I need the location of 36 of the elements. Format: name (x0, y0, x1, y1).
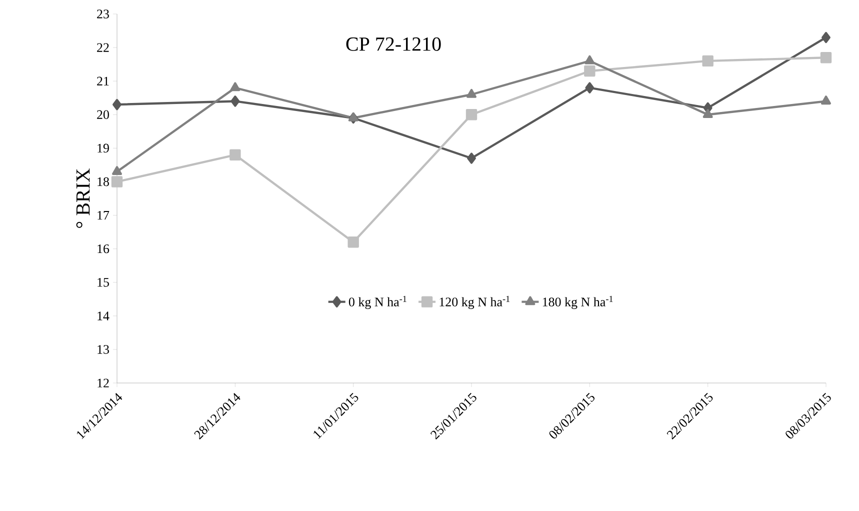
point (230, 82, 240, 92)
point (585, 82, 594, 94)
point (230, 149, 241, 160)
y-tick-label: 16 (98, 244, 110, 254)
point (821, 96, 832, 105)
point (820, 52, 832, 64)
y-tick-label: 21 (97, 76, 109, 86)
y-tick-label: 23 (97, 10, 109, 18)
y-tick-label: 18 (98, 177, 109, 186)
point (702, 109, 713, 118)
point (702, 55, 714, 67)
y-tick-label: 13 (98, 345, 109, 354)
point (466, 109, 478, 120)
y-tick-label: 14 (98, 312, 110, 320)
point (584, 65, 596, 77)
y-tick-label: 15 (98, 278, 109, 287)
point (822, 32, 830, 44)
y-tick-label: 12 (98, 378, 109, 388)
legend-label: 120 kg N ha$^{-1}$ (440, 296, 510, 310)
y-tick-label: 17 (98, 210, 110, 220)
y-axis-title: ° BRIX (76, 168, 90, 228)
legend-label: 0 kg N ha$^{-1}$ (348, 296, 406, 310)
point (348, 112, 358, 122)
point (467, 152, 476, 164)
text: CP 72-1210 (346, 37, 441, 51)
y-tick-label: 20 (97, 110, 109, 120)
point (466, 88, 476, 98)
point (348, 236, 359, 248)
y-tick-label: 19 (98, 144, 109, 153)
point (584, 55, 595, 64)
legend-label: 180 kg N ha$^{-1}$ (542, 296, 613, 310)
point (112, 166, 122, 176)
point (230, 96, 240, 107)
y-tick-label: 22 (97, 43, 109, 52)
point (111, 176, 123, 188)
point (112, 98, 122, 110)
